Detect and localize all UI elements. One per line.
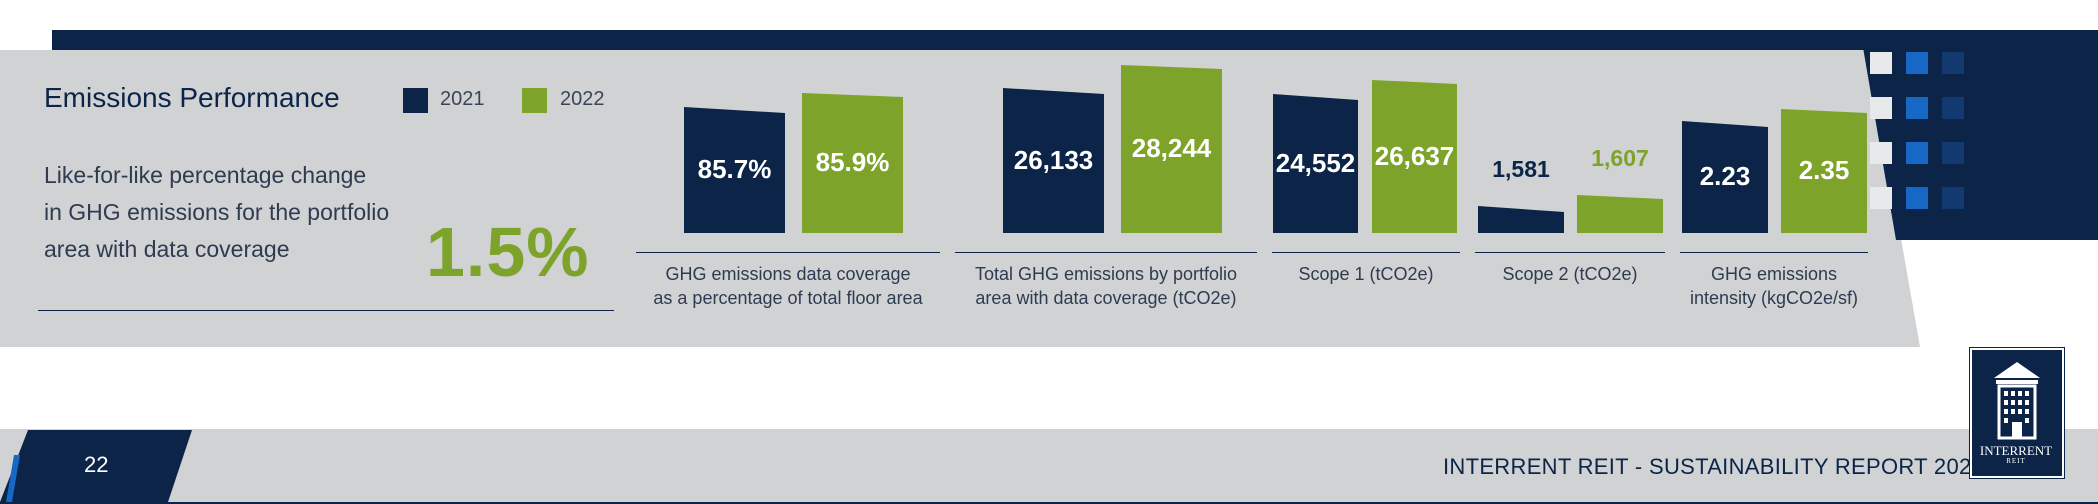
bar-value-label: 24,552 [1275, 147, 1356, 178]
decor-square [1906, 187, 1928, 209]
footer-band [0, 429, 2098, 502]
chart-caption-line: intensity (kgCO2e/sf) [1689, 288, 1859, 308]
decor-square [1906, 97, 1928, 119]
chart-bar [802, 93, 903, 233]
chart-baseline-rule [636, 252, 940, 253]
chart-caption-line: Scope 1 (tCO2e) [1298, 264, 1434, 284]
chart-bar [1682, 121, 1768, 233]
highlight-rule [38, 310, 614, 311]
chart-caption: GHG emissions data coverage as a percenta… [636, 262, 940, 310]
chart-bar [1577, 195, 1663, 233]
chart-bar [1003, 88, 1104, 233]
page-number-tab [0, 430, 192, 502]
legend-label-2021: 2021 [440, 88, 485, 110]
decor-square [1906, 52, 1928, 74]
chart-caption-line: area with data coverage (tCO2e) [975, 288, 1237, 308]
chart-caption-line: as a percentage of total floor area [653, 288, 923, 308]
chart-caption-line: Scope 2 (tCO2e) [1502, 264, 1638, 284]
chart-baseline-rule [1272, 252, 1460, 253]
chart-caption: GHG emissions intensity (kgCO2e/sf) [1680, 262, 1868, 310]
chart-bar [1273, 94, 1358, 233]
legend-swatch-2021 [403, 88, 428, 113]
highlight-description: Like-for-like percentage change in GHG e… [44, 157, 424, 268]
bar-value-label: 85.9% [815, 147, 890, 177]
page-number: 22 [84, 452, 109, 477]
decor-square [1942, 97, 1964, 119]
bar-value-label: 2.35 [1798, 155, 1850, 185]
decor-square [1942, 52, 1964, 74]
legend-label-2022: 2022 [560, 88, 605, 110]
chart-baseline-rule [955, 252, 1257, 253]
decor-square [1942, 187, 1964, 209]
building-icon [1994, 362, 2040, 440]
decor-square [1906, 142, 1928, 164]
bar-value-label: 1,607 [1591, 145, 1649, 171]
corner-navy-block [1860, 30, 2098, 240]
description-line: in GHG emissions for the portfolio [44, 199, 390, 225]
bar-value-label: 26,133 [1013, 144, 1094, 175]
decor-square [1870, 52, 1892, 74]
chart-bar [1781, 109, 1867, 233]
description-line: area with data coverage [44, 236, 290, 262]
chart-caption-line: GHG emissions data coverage [665, 264, 911, 284]
bar-value-label: 85.7% [697, 154, 772, 184]
company-logo [1970, 348, 2064, 478]
chart-caption: Scope 2 (tCO2e) [1475, 262, 1665, 286]
bar-value-label: 26,637 [1374, 140, 1455, 171]
section-title: Emissions Performance [44, 82, 340, 113]
decor-square [1870, 97, 1892, 119]
decor-square [1942, 142, 1964, 164]
highlight-value: 1.5% [426, 213, 590, 291]
decor-square [1870, 187, 1892, 209]
chart-bar [684, 107, 785, 233]
logo-wordmark: INTERRENT [1979, 443, 2053, 458]
bar-value-label: 1,581 [1492, 156, 1550, 182]
bar-value-label: 28,244 [1131, 133, 1212, 163]
description-line: Like-for-like percentage change [44, 162, 367, 188]
logo-subtext: REIT [2006, 457, 2026, 465]
chart-caption-line: GHG emissions [1710, 264, 1838, 284]
report-title: INTERRENT REIT - SUSTAINABILITY REPORT 2… [1443, 454, 1985, 479]
chart-bar [1372, 80, 1457, 233]
legend-swatch-2022 [522, 88, 547, 113]
chart-baseline-rule [1680, 252, 1868, 253]
chart-caption-line: Total GHG emissions by portfolio [974, 264, 1238, 284]
chart-bar [1121, 65, 1222, 233]
chart-caption: Total GHG emissions by portfolio area wit… [955, 262, 1257, 310]
chart-baseline-rule [1475, 252, 1665, 253]
bar-value-label: 2.23 [1699, 161, 1751, 191]
decor-square [1870, 142, 1892, 164]
chart-caption: Scope 1 (tCO2e) [1272, 262, 1460, 286]
footer-line [0, 502, 2098, 504]
